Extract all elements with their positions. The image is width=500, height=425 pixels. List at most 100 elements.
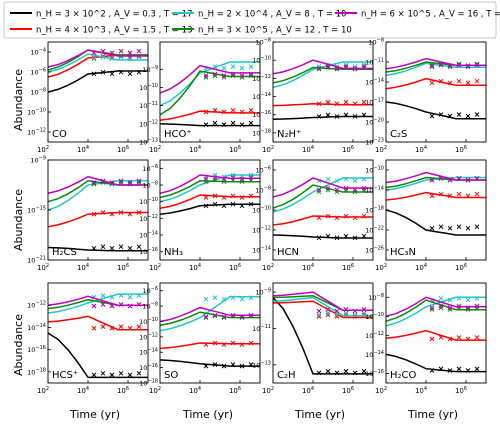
y-tick-label: 10−11: [365, 58, 384, 67]
y-tick-label: 10−6: [142, 164, 158, 173]
data-point-black: [221, 203, 227, 209]
series-line-red: [386, 329, 486, 341]
y-tick-label: 10−10: [252, 56, 271, 65]
data-point-magenta: [474, 62, 480, 68]
data-point-cyan: [221, 65, 227, 71]
data-point-magenta: [127, 303, 133, 309]
data-point-magenta: [361, 185, 367, 191]
series-line-magenta: [160, 64, 260, 94]
y-tick-label: 10−18: [252, 128, 271, 137]
data-point-red: [118, 210, 124, 215]
data-point-green: [221, 315, 227, 320]
data-point-green: [239, 315, 245, 320]
legend-label-red: n_H = 4 × 10^3 , A_V = 1.5 , T = 13: [36, 26, 193, 36]
x-tick-label: 104: [415, 386, 427, 395]
data-point-magenta: [343, 307, 349, 312]
data-point-black: [248, 120, 254, 126]
legend-label-black: n_H = 3 × 10^2 , A_V = 0.3 , T = 17: [36, 10, 193, 20]
y-tick-label: 10−18: [365, 206, 384, 215]
data-point-red: [316, 101, 322, 107]
data-point-magenta: [316, 65, 322, 71]
data-point-red: [203, 195, 209, 200]
series-line-red: [160, 342, 260, 350]
data-point-magenta: [109, 303, 115, 309]
x-tick-label: 106: [117, 386, 129, 395]
x-tick-label: 104: [189, 145, 201, 154]
panel-h2co: 10−8 10−10 10−12 10−14 10−16 102 104 106 H₂CO: [365, 282, 487, 395]
data-point-cyan: [334, 312, 340, 318]
panel-species-label: H₂CS: [52, 247, 77, 258]
x-tick-label: 106: [229, 145, 241, 154]
data-point-black: [456, 224, 462, 230]
data-point-magenta: [248, 71, 254, 77]
data-point-black: [352, 370, 358, 376]
data-point-magenta: [109, 50, 115, 56]
y-tick-label: 10−14: [365, 78, 384, 87]
data-point-magenta: [127, 50, 133, 56]
y-tick-label: 10−21: [27, 256, 46, 265]
y-tick-label: 10−9: [255, 288, 271, 297]
data-point-magenta: [118, 302, 124, 307]
data-point-black: [316, 370, 322, 376]
legend-label-magenta: n_H = 6 × 10^5 , A_V = 16 , T = 10: [361, 10, 500, 20]
data-point-magenta: [361, 307, 367, 312]
data-point-cyan: [248, 295, 254, 300]
data-point-red: [429, 336, 435, 342]
x-tick-label: 102: [262, 145, 274, 154]
y-tick-label: 10−13: [252, 360, 271, 369]
data-point-red: [127, 325, 133, 331]
x-tick-label: 106: [342, 386, 354, 395]
y-tick-label: 10−14: [252, 92, 271, 101]
y-tick-label: 10−16: [27, 345, 46, 354]
data-point-green: [118, 180, 124, 185]
data-point-magenta: [230, 175, 236, 180]
data-point-black: [109, 71, 115, 77]
data-point-cyan: [239, 65, 245, 71]
x-tick-label: 106: [229, 386, 241, 395]
data-point-black: [429, 113, 435, 119]
data-point-green: [429, 63, 435, 68]
data-point-magenta: [203, 314, 209, 320]
data-point-black: [316, 235, 322, 241]
panel-species-label: N₂H⁺: [277, 129, 301, 140]
data-point-cyan: [212, 64, 218, 70]
data-point-black: [100, 244, 106, 250]
data-point-magenta: [100, 48, 106, 54]
data-point-cyan: [352, 312, 358, 318]
data-point-black: [474, 366, 480, 372]
series-line-black: [48, 246, 148, 252]
data-point-magenta: [212, 175, 218, 180]
y-tick-label: 10−14: [365, 350, 384, 359]
x-tick-label: 106: [342, 145, 354, 154]
data-point-cyan: [230, 295, 236, 300]
data-point-magenta: [456, 176, 462, 182]
data-point-black: [438, 112, 444, 117]
series-line-black: [48, 70, 148, 93]
data-point-red: [447, 193, 453, 199]
data-point-magenta: [239, 314, 245, 320]
data-point-cyan: [221, 296, 227, 302]
data-point-red: [325, 312, 331, 318]
data-point-magenta: [352, 187, 358, 193]
data-point-green: [239, 74, 245, 80]
data-point-black: [447, 225, 453, 231]
y-tick-label: 10−8: [255, 186, 271, 195]
data-point-magenta: [325, 307, 331, 312]
data-point-cyan: [343, 310, 349, 316]
legend: n_H = 3 × 10^2 , A_V = 0.3 , T = 17 n_H =…: [3, 1, 500, 39]
data-point-black: [352, 114, 358, 119]
data-point-cyan: [361, 310, 367, 316]
y-tick-label: 10−8: [30, 88, 46, 97]
data-point-black: [91, 372, 97, 378]
data-point-magenta: [230, 71, 236, 77]
data-point-cyan: [239, 296, 245, 302]
panel-frame: [47, 159, 149, 261]
y-tick-label: 10−4: [30, 48, 46, 57]
y-axis-label: Abundance: [12, 69, 25, 131]
series-line-green: [273, 184, 373, 209]
data-point-black: [100, 69, 106, 75]
y-tick-label: 10−10: [365, 166, 384, 175]
panel-nh3: 10−6 10−8 10−10 10−12 10−14 10−16 102 104 106 NH₃: [139, 159, 261, 272]
data-point-red: [316, 215, 322, 221]
